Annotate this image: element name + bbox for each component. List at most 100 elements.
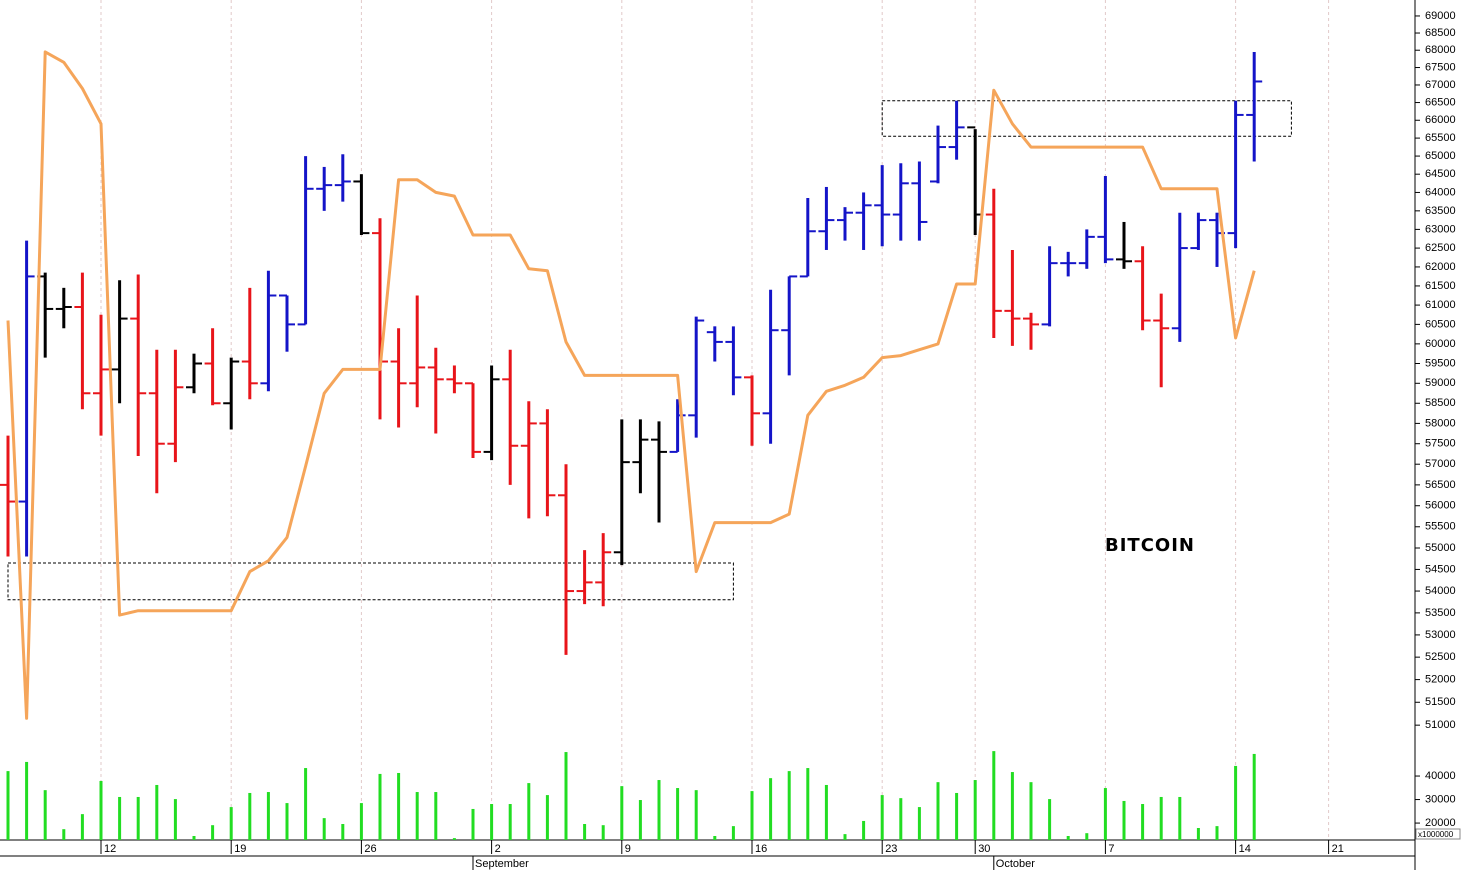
y-tick-label: 52000 — [1425, 674, 1456, 686]
volume-bar — [62, 829, 66, 840]
volume-bar — [713, 836, 717, 840]
volume-bar — [787, 771, 791, 840]
volume-bar — [992, 751, 996, 840]
y-tick-label: 57500 — [1425, 438, 1456, 450]
volume-bar — [1141, 804, 1145, 840]
y-tick-label: 65000 — [1425, 150, 1456, 162]
volume-bar — [285, 803, 289, 840]
y-tick-label: 66000 — [1425, 114, 1456, 126]
y-tick-label: 69000 — [1425, 10, 1456, 22]
y-tick-label: 52500 — [1425, 651, 1456, 663]
y-tick-label: 61500 — [1425, 280, 1456, 292]
x-tick-label: 2 — [495, 843, 501, 855]
volume-bar — [899, 798, 903, 840]
y-tick-label: 55000 — [1425, 542, 1456, 554]
y-tick-label: 55500 — [1425, 521, 1456, 533]
volume-bar — [1010, 772, 1014, 840]
y-tick-label: 64500 — [1425, 168, 1456, 180]
y-tick-label: 53500 — [1425, 607, 1456, 619]
y-tick-label: 57000 — [1425, 458, 1456, 470]
volume-bar — [136, 796, 140, 840]
volume-bar — [397, 772, 401, 840]
month-label: September — [475, 858, 529, 870]
volume-bar — [192, 836, 196, 840]
y-tick-label: 62000 — [1425, 261, 1456, 273]
x-tick-label: 30 — [978, 843, 990, 855]
y-tick-label: 63000 — [1425, 223, 1456, 235]
y-tick-label: 65500 — [1425, 132, 1456, 144]
volume-bar — [378, 773, 382, 840]
volume-bar — [1048, 799, 1052, 840]
volume-bar — [657, 780, 661, 840]
x-tick-label: 21 — [1332, 843, 1344, 855]
volume-bar — [1196, 828, 1200, 840]
volume-bar — [1178, 796, 1182, 840]
y-tick-label: 60500 — [1425, 318, 1456, 330]
volume-bar — [843, 834, 847, 840]
y-tick-label: 61000 — [1425, 299, 1456, 311]
volume-bar — [248, 792, 252, 840]
x-tick-label: 26 — [364, 843, 376, 855]
volume-tick-label: 20000 — [1425, 817, 1456, 829]
volume-bar — [527, 783, 531, 840]
volume-bar — [824, 784, 828, 840]
volume-bar — [545, 795, 549, 840]
y-tick-label: 68000 — [1425, 44, 1456, 56]
volume-bar — [471, 808, 475, 840]
y-tick-label: 67000 — [1425, 79, 1456, 91]
y-tick-label: 54500 — [1425, 563, 1456, 575]
volume-bar — [1215, 826, 1219, 840]
volume-bar — [43, 790, 47, 840]
volume-bar — [118, 796, 122, 840]
volume-bar — [155, 784, 159, 840]
volume-bar — [769, 778, 773, 840]
volume-tick-label: 40000 — [1425, 770, 1456, 782]
volume-bar — [229, 807, 233, 840]
volume-bar — [1234, 765, 1238, 840]
y-tick-label: 64000 — [1425, 186, 1456, 198]
volume-bar — [750, 791, 754, 840]
volume-bar — [80, 814, 84, 840]
volume-bar — [880, 795, 884, 840]
volume-bar — [211, 825, 215, 840]
y-tick-label: 56000 — [1425, 500, 1456, 512]
volume-bar — [434, 792, 438, 840]
x-tick-label: 16 — [755, 843, 767, 855]
range-box — [881, 100, 1292, 137]
y-tick-label: 63500 — [1425, 205, 1456, 217]
x-tick-label: 7 — [1108, 843, 1114, 855]
volume-bar — [1122, 800, 1126, 840]
volume-bar — [266, 792, 270, 840]
volume-bar — [99, 780, 103, 840]
x-tick-label: 23 — [885, 843, 897, 855]
volume-bar — [862, 820, 866, 840]
x-tick-label: 14 — [1239, 843, 1251, 855]
volume-bar — [341, 824, 345, 840]
y-tick-label: 58500 — [1425, 397, 1456, 409]
volume-tick-label: 30000 — [1425, 793, 1456, 805]
y-tick-label: 60000 — [1425, 338, 1456, 350]
volume-bar — [973, 780, 977, 840]
y-tick-label: 67500 — [1425, 61, 1456, 73]
volume-bar — [1085, 833, 1089, 840]
y-tick-label: 59000 — [1425, 377, 1456, 389]
volume-unit-label: x1000000 — [1418, 830, 1454, 839]
volume-bar — [731, 826, 735, 840]
y-tick-label: 51000 — [1425, 719, 1456, 731]
volume-bar — [508, 804, 512, 840]
y-tick-label: 59500 — [1425, 357, 1456, 369]
volume-bar — [583, 824, 587, 840]
volume-bar — [25, 761, 29, 840]
y-tick-label: 54000 — [1425, 585, 1456, 597]
volume-bar — [322, 818, 326, 840]
unit-box — [1415, 828, 1461, 840]
volume-bar — [601, 825, 605, 840]
volume-bar — [694, 790, 698, 840]
volume-bar — [676, 788, 680, 840]
volume-bar — [1103, 788, 1107, 840]
volume-bar — [917, 807, 921, 840]
volume-bar — [1066, 836, 1070, 840]
volume-bar — [1029, 782, 1033, 840]
